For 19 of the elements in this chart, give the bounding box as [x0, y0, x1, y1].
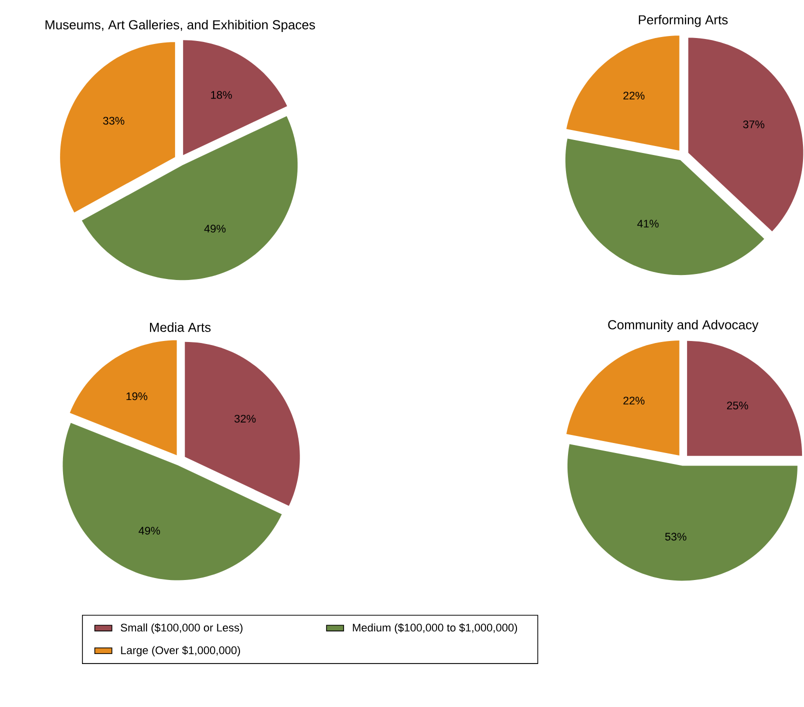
data-label: 49% [204, 224, 226, 233]
chart-title: Museums, Art Galleries, and Exhibition Spaces [46, 20, 315, 32]
data-label: 37% [743, 120, 764, 128]
legend-label: Small ($100,000 or Less) [120, 623, 242, 634]
chart-title: Media Arts [150, 322, 211, 332]
data-label: 32% [234, 414, 256, 423]
data-label: 49% [138, 526, 160, 535]
data-label: 19% [126, 392, 148, 400]
data-label: 22% [623, 92, 644, 100]
chart-title: Performing Arts [638, 14, 728, 27]
data-label: 22% [623, 396, 644, 404]
data-label: 18% [211, 91, 232, 99]
legend-label: Medium ($100,000 to $1,000,000) [352, 623, 518, 634]
data-label: 53% [665, 532, 686, 541]
data-label: 41% [637, 220, 659, 228]
data-label: 25% [727, 402, 748, 410]
legend-label: Large (Over $1,000,000) [121, 646, 240, 656]
chart-title: Community and Advocacy [608, 320, 758, 332]
data-label: 33% [103, 116, 124, 125]
